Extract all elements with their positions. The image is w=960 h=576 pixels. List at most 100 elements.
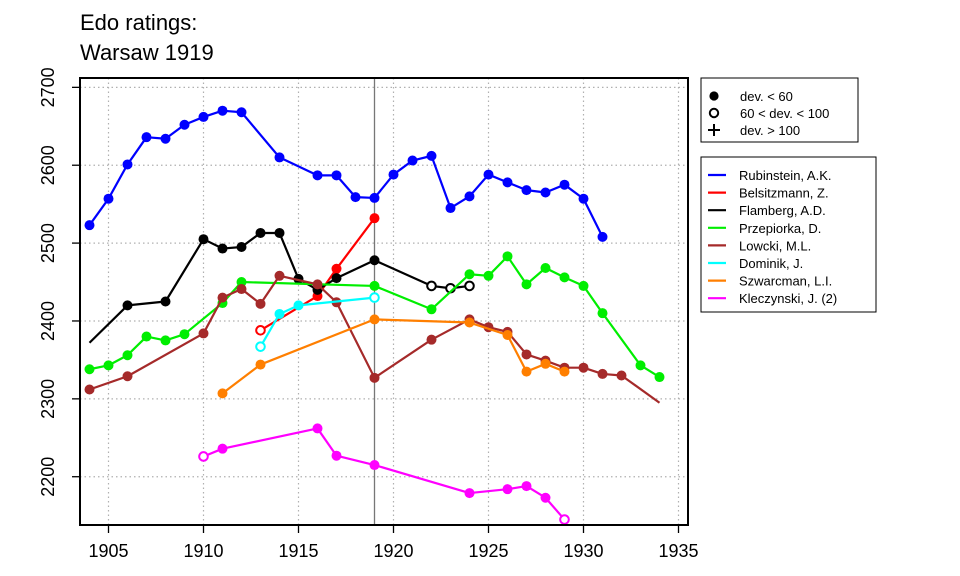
data-point xyxy=(369,192,380,203)
legend-label: Lowcki, M.L. xyxy=(739,238,811,253)
data-point xyxy=(559,366,570,377)
data-point xyxy=(236,241,247,252)
series-0 xyxy=(84,105,608,242)
data-point xyxy=(521,279,532,290)
data-point xyxy=(84,220,95,231)
data-point xyxy=(198,111,209,122)
legend-filled-marker xyxy=(709,91,719,101)
data-point-open xyxy=(255,341,266,352)
series-4 xyxy=(84,270,661,404)
chart-title-line-1: Edo ratings: xyxy=(80,10,198,35)
data-point-open xyxy=(559,514,570,525)
y-tick-label: 2300 xyxy=(38,379,58,419)
y-tick-label: 2200 xyxy=(38,457,58,497)
y-tick-label: 2500 xyxy=(38,223,58,263)
data-point xyxy=(521,481,532,492)
legend-label: Dominik, J. xyxy=(739,256,803,271)
data-point xyxy=(540,187,551,198)
data-point xyxy=(274,270,285,281)
data-point xyxy=(559,179,570,190)
data-point xyxy=(635,360,646,371)
data-point xyxy=(236,284,247,295)
data-point-open xyxy=(464,280,475,292)
data-point xyxy=(464,488,475,499)
data-point xyxy=(521,366,532,377)
data-point xyxy=(426,334,437,345)
data-point xyxy=(84,384,95,395)
data-point xyxy=(236,277,247,288)
data-point xyxy=(350,192,361,203)
data-point-open xyxy=(255,325,266,336)
series-1 xyxy=(255,213,380,336)
data-point xyxy=(160,296,171,307)
data-point xyxy=(122,350,133,361)
data-point xyxy=(274,308,285,319)
y-tick-label: 2700 xyxy=(38,67,58,107)
data-point xyxy=(217,443,228,454)
series-5 xyxy=(255,292,380,352)
data-point xyxy=(464,317,475,328)
data-point xyxy=(179,119,190,130)
data-point xyxy=(198,328,209,339)
data-point xyxy=(103,360,114,371)
plot-frame xyxy=(79,77,689,526)
data-point xyxy=(274,152,285,163)
legend-label: Flamberg, A.D. xyxy=(739,203,826,218)
data-point xyxy=(255,227,266,238)
series-legend: Rubinstein, A.K. Belsitzmann, Z. Flamberg,… xyxy=(700,156,877,313)
data-point xyxy=(616,370,627,381)
data-point xyxy=(217,292,228,303)
data-point xyxy=(578,362,589,373)
data-point xyxy=(540,358,551,369)
data-point xyxy=(445,203,456,214)
data-point xyxy=(426,150,437,161)
series-line xyxy=(88,231,470,344)
series-2 xyxy=(88,227,475,344)
data-point xyxy=(84,364,95,375)
data-point xyxy=(122,300,133,311)
legend-label: Szwarcman, L.I. xyxy=(739,274,832,289)
grid-lines xyxy=(80,78,688,525)
x-tick-label: 1935 xyxy=(658,541,698,561)
data-point xyxy=(464,269,475,280)
legend-open-marker xyxy=(708,107,720,119)
data-point-open xyxy=(198,451,209,462)
data-point xyxy=(578,280,589,291)
data-point xyxy=(312,423,323,434)
data-point xyxy=(217,243,228,254)
x-tick-label: 1920 xyxy=(373,541,413,561)
data-point xyxy=(160,335,171,346)
data-point xyxy=(388,169,399,180)
data-point xyxy=(654,372,665,383)
data-point-open xyxy=(426,280,437,292)
x-tick-label: 1905 xyxy=(88,541,128,561)
legend-label: Przepiorka, D. xyxy=(739,221,821,236)
data-point xyxy=(236,107,247,118)
data-point xyxy=(597,308,608,319)
series-line xyxy=(259,217,376,332)
data-point xyxy=(597,368,608,379)
x-tick-label: 1930 xyxy=(563,541,603,561)
data-point xyxy=(160,133,171,144)
data-point xyxy=(502,329,513,340)
data-point xyxy=(578,193,589,204)
data-point xyxy=(369,280,380,291)
data-point xyxy=(331,263,342,274)
data-point xyxy=(198,234,209,245)
data-point xyxy=(540,492,551,503)
data-point xyxy=(312,170,323,181)
x-tick-label: 1910 xyxy=(183,541,223,561)
series-line xyxy=(88,109,604,238)
data-point xyxy=(521,185,532,196)
data-point xyxy=(331,170,342,181)
data-point xyxy=(255,359,266,370)
data-point xyxy=(540,263,551,274)
series-line xyxy=(203,427,566,521)
marker-legend-label: dev. > 100 xyxy=(740,123,800,138)
data-point xyxy=(122,159,133,170)
data-point xyxy=(407,155,418,166)
data-point xyxy=(312,279,323,290)
data-point xyxy=(141,331,152,342)
series-legend-box xyxy=(700,156,877,313)
